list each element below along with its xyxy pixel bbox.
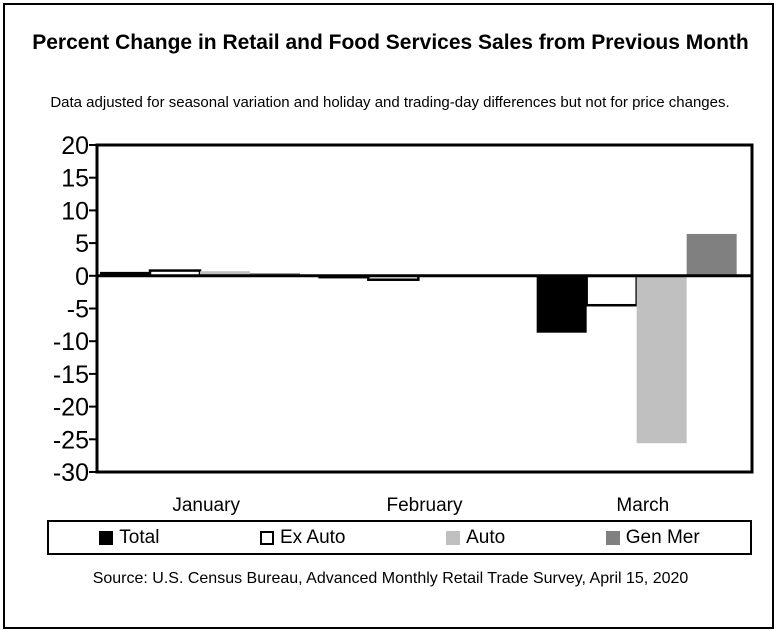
chart-title: Percent Change in Retail and Food Servic… xyxy=(32,31,749,54)
y-tick-label: 20 xyxy=(61,132,89,160)
legend-swatch xyxy=(260,530,274,545)
legend-label: Ex Auto xyxy=(280,526,346,548)
source-note: Source: U.S. Census Bureau, Advanced Mon… xyxy=(92,570,689,587)
bar-gen-mer-march xyxy=(686,233,737,276)
bar-ex-auto-march xyxy=(585,274,638,307)
y-tick-label: -5 xyxy=(67,296,89,324)
y-tick-label: 5 xyxy=(75,230,89,258)
legend: Total Ex Auto Auto Gen Mer xyxy=(47,520,752,555)
y-tick-label: 15 xyxy=(61,165,89,193)
y-tick-label: 0 xyxy=(75,263,89,291)
x-tick-label: February xyxy=(386,495,463,516)
chart-subtitle: Data adjusted for seasonal variation and… xyxy=(50,94,730,111)
y-tick-label: -30 xyxy=(53,459,89,487)
legend-swatch xyxy=(446,530,461,545)
bar-auto-march xyxy=(636,275,687,444)
y-tick-label: -25 xyxy=(53,426,89,454)
x-tick-label: January xyxy=(172,495,240,516)
legend-item: Gen Mer xyxy=(605,526,700,549)
legend-swatch xyxy=(605,530,620,545)
y-tick-label: -15 xyxy=(53,361,89,389)
legend-label: Total xyxy=(119,526,160,548)
y-tick-label: -20 xyxy=(53,394,89,422)
legend-label: Auto xyxy=(466,526,506,548)
y-tick-label: -10 xyxy=(53,328,89,356)
y-tick-label: 10 xyxy=(61,197,89,225)
bar-auto-january xyxy=(200,271,250,276)
chart-frame xyxy=(3,3,774,629)
bar-total-january xyxy=(100,271,150,276)
bar-total-march xyxy=(536,275,587,333)
x-tick-label: March xyxy=(616,495,669,516)
legend-item: Ex Auto xyxy=(260,527,346,549)
legend-item: Total xyxy=(99,527,159,549)
legend-label: Gen Mer xyxy=(625,526,700,548)
legend-swatch xyxy=(99,530,114,545)
plot: January February March 20 15 10 5 0 -5 -10 -15 -20 -… xyxy=(53,132,754,516)
legend-item: Auto xyxy=(446,527,505,549)
